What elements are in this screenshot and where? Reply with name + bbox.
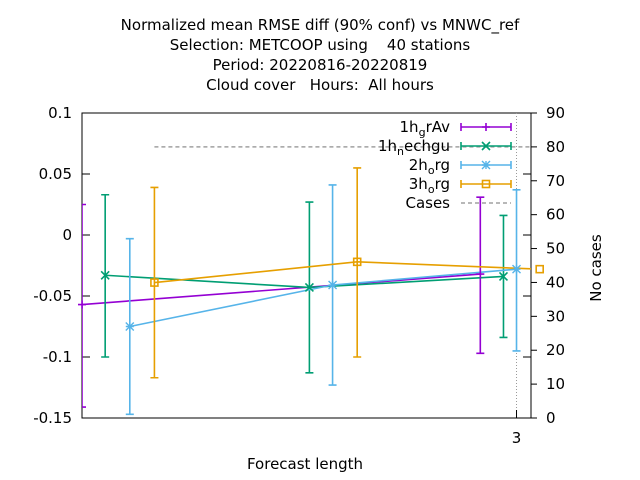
- error-bar: [82, 203, 86, 408]
- error-bar: [150, 186, 159, 379]
- y2-tick-label: 90: [546, 104, 565, 122]
- data-point: [498, 271, 509, 282]
- legend-marker: [481, 179, 491, 189]
- legend-errbar: [460, 123, 512, 131]
- y-tick-label: -0.15: [33, 409, 72, 427]
- legend-label: 1hnechgu: [378, 137, 450, 158]
- legend-label: 1hgrAv: [400, 118, 451, 139]
- y2-tick-label: 50: [546, 240, 565, 258]
- series-line-0: [82, 273, 481, 306]
- data-point: [100, 270, 110, 280]
- y-tick-label: -0.05: [33, 287, 72, 305]
- y2-tick-label: 40: [546, 273, 565, 291]
- data-point: [512, 264, 522, 274]
- y-tick-label: 0.1: [48, 104, 72, 122]
- y2-tick-label: 20: [546, 341, 565, 359]
- legend-marker: [482, 123, 490, 131]
- x-tick-label: 3: [512, 429, 522, 447]
- data-point: [328, 280, 338, 290]
- chart-title-line-4: Cloud cover Hours: All hours: [206, 76, 434, 94]
- y2-axis-label: No cases: [587, 234, 605, 302]
- legend-marker: [481, 141, 491, 151]
- y2-tick-label: 10: [546, 375, 565, 393]
- y-tick-label: 0: [62, 226, 72, 244]
- chart-title-line-2: Selection: METCOOP using 40 stations: [169, 36, 471, 54]
- series-group: [82, 146, 531, 416]
- series-line-2: [129, 268, 517, 328]
- data-point: [78, 300, 86, 309]
- chart-title-line-3: Period: 20220816-20220819: [212, 56, 428, 74]
- error-bar: [353, 167, 362, 358]
- y2-tick-label: 60: [546, 206, 565, 224]
- y2-tick-label: 70: [546, 172, 565, 190]
- data-point: [304, 282, 314, 293]
- data-point: [125, 322, 135, 331]
- legend-marker: [481, 160, 491, 170]
- data-point: [476, 270, 485, 279]
- y2-tick-label: 0: [546, 409, 556, 427]
- data-point: [150, 278, 159, 287]
- legend-errbar: [460, 142, 512, 150]
- legend-errbar: [460, 161, 512, 169]
- data-point: [535, 264, 544, 274]
- legend-label: 3horg: [409, 175, 450, 196]
- y-tick-label: 0.05: [39, 165, 72, 183]
- chart-title-line-1: Normalized mean RMSE diff (90% conf) vs …: [120, 16, 520, 34]
- y2-tick-label: 30: [546, 307, 565, 325]
- y-tick-label: -0.1: [43, 348, 72, 366]
- x-axis-label: Forecast length: [246, 455, 364, 473]
- y2-tick-label: 80: [546, 138, 565, 156]
- legend-label: 2horg: [409, 156, 450, 177]
- legend-label: Cases: [405, 194, 450, 212]
- legend-errbar: [460, 180, 512, 188]
- data-point: [352, 257, 362, 267]
